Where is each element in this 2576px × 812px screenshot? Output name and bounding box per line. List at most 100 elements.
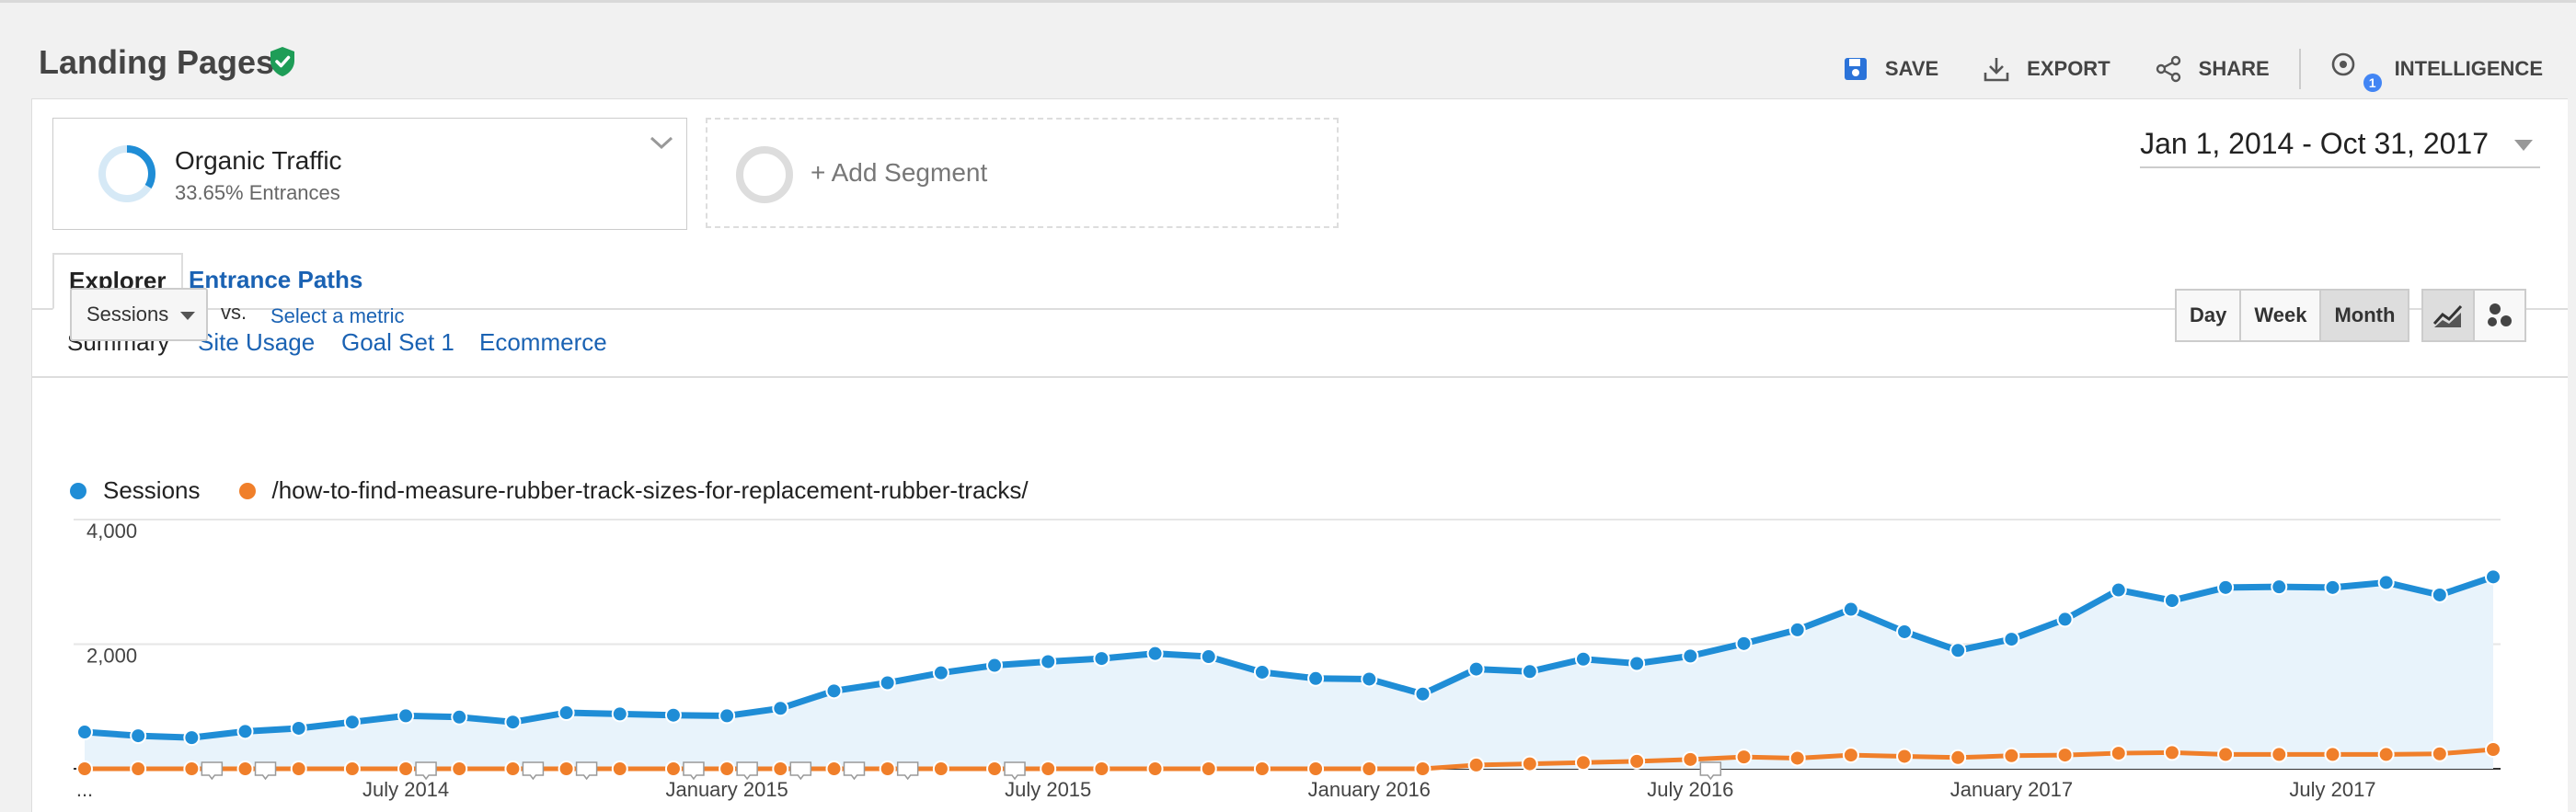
granularity-day-button[interactable]: Day xyxy=(2175,289,2242,342)
subtab-goal-set-1[interactable]: Goal Set 1 xyxy=(341,328,454,356)
granularity-month-button[interactable]: Month xyxy=(2319,289,2410,342)
data-point-page xyxy=(76,761,93,777)
data-point-sessions xyxy=(1842,600,1859,618)
motion-chart-button[interactable] xyxy=(2473,289,2526,342)
data-point-page xyxy=(772,761,789,777)
report-tabs: Explorer Entrance Paths xyxy=(32,253,2568,310)
data-point-sessions xyxy=(183,729,201,747)
data-point-page xyxy=(2271,746,2288,763)
intelligence-icon: 1 xyxy=(2330,51,2382,92)
primary-metric-select[interactable]: Sessions xyxy=(70,288,208,341)
data-point-sessions xyxy=(772,700,789,717)
data-point-page xyxy=(1896,748,1914,765)
data-point-sessions xyxy=(397,707,415,725)
data-point-sessions xyxy=(1146,645,1164,662)
share-icon xyxy=(2156,55,2180,83)
add-segment-label: + Add Segment xyxy=(811,158,988,187)
share-button[interactable]: SHARE xyxy=(2155,55,2270,83)
data-point-page xyxy=(2431,745,2448,762)
save-icon xyxy=(1844,58,1867,80)
legend-label-sessions: Sessions xyxy=(103,476,201,504)
data-point-sessions xyxy=(986,657,1004,674)
annotation-marker-icon xyxy=(1699,761,1722,781)
select-metric-link[interactable]: Select a metric xyxy=(270,304,405,327)
segment-subtitle: 33.65% Entrances xyxy=(175,181,340,204)
data-point-page xyxy=(1842,747,1859,764)
data-point-sessions xyxy=(2377,574,2395,591)
data-point-sessions xyxy=(1361,670,1378,688)
data-point-page xyxy=(2110,745,2127,762)
data-point-page xyxy=(1574,754,1592,772)
x-tick-label: January 2016 xyxy=(1308,778,1431,801)
x-tick-label: ... xyxy=(76,778,93,801)
data-point-sessions xyxy=(1414,685,1432,703)
data-point-page xyxy=(2056,747,2074,764)
report-header: Landing Pages SAVE EXPORT xyxy=(0,3,2576,98)
annotation-marker-icon xyxy=(254,761,277,781)
granularity-toggle: Day Week Month xyxy=(2175,289,2410,342)
chevron-down-icon[interactable] xyxy=(648,133,675,152)
intelligence-label: INTELLIGENCE xyxy=(2394,57,2543,80)
legend-item-page[interactable]: /how-to-find-measure-rubber-track-sizes-… xyxy=(238,476,1029,505)
export-label: EXPORT xyxy=(2027,57,2110,80)
subtab-ecommerce[interactable]: Ecommerce xyxy=(479,328,607,356)
annotation-marker-icon xyxy=(843,761,866,781)
data-point-page xyxy=(1949,749,1967,766)
header-actions: SAVE EXPORT SHARE xyxy=(1799,49,2543,92)
save-label: SAVE xyxy=(1884,57,1939,80)
data-point-sessions xyxy=(2271,578,2288,596)
annotation-marker-icon xyxy=(736,761,758,781)
segment-placeholder-icon xyxy=(736,146,793,203)
x-tick-label: July 2017 xyxy=(2289,778,2375,801)
intelligence-button[interactable]: 1 INTELLIGENCE xyxy=(2330,51,2543,92)
data-point-sessions xyxy=(1521,663,1538,680)
x-tick-label: January 2015 xyxy=(665,778,788,801)
line-chart-button[interactable] xyxy=(2421,289,2475,342)
tab-entrance-paths[interactable]: Entrance Paths xyxy=(189,266,363,293)
segment-organic-traffic[interactable]: Organic Traffic 33.65% Entrances xyxy=(52,118,687,230)
data-point-page xyxy=(664,761,682,777)
subtab-site-usage[interactable]: Site Usage xyxy=(198,328,316,356)
data-point-sessions xyxy=(664,706,682,724)
data-point-page xyxy=(2003,747,2020,764)
data-point-sessions xyxy=(1200,648,1217,666)
data-point-page xyxy=(1040,761,1057,777)
legend-dot-sessions xyxy=(70,482,86,499)
series-line-page xyxy=(85,747,2494,772)
data-point-page xyxy=(2324,746,2341,763)
x-tick-label: July 2014 xyxy=(362,778,449,801)
annotation-marker-icon xyxy=(683,761,705,781)
data-point-page xyxy=(397,761,415,777)
annotation-marker-icon xyxy=(575,761,598,781)
annotation-marker-icon xyxy=(789,761,812,781)
data-point-page xyxy=(1682,750,1699,768)
primary-metric-label: Sessions xyxy=(86,303,169,326)
date-range-picker[interactable]: Jan 1, 2014 - Oct 31, 2017 xyxy=(2140,127,2540,168)
data-point-sessions xyxy=(504,714,522,731)
data-point-sessions xyxy=(558,704,575,722)
data-point-sessions xyxy=(343,714,361,731)
legend-item-sessions[interactable]: Sessions xyxy=(70,476,201,505)
data-point-page xyxy=(2163,744,2180,761)
x-tick-label: July 2015 xyxy=(1005,778,1091,801)
data-point-page xyxy=(1414,761,1432,777)
data-point-sessions xyxy=(290,719,307,737)
data-point-sessions xyxy=(1093,650,1110,668)
add-segment-button[interactable]: + Add Segment xyxy=(706,118,1339,228)
data-point-sessions xyxy=(1788,621,1806,638)
save-button[interactable]: SAVE xyxy=(1843,56,1938,82)
data-point-sessions xyxy=(2485,568,2501,586)
export-button[interactable]: EXPORT xyxy=(1983,55,2110,83)
annotation-marker-icon xyxy=(415,761,437,781)
data-point-page xyxy=(290,761,307,777)
data-point-page xyxy=(2377,746,2395,763)
data-point-page xyxy=(1093,761,1110,777)
data-point-page xyxy=(504,761,522,777)
dropdown-arrow-icon xyxy=(180,312,195,320)
data-point-sessions xyxy=(1735,635,1753,652)
chart-legend: Sessions /how-to-find-measure-rubber-tra… xyxy=(70,476,1067,505)
x-tick-label: January 2017 xyxy=(1950,778,2073,801)
granularity-week-button[interactable]: Week xyxy=(2239,289,2322,342)
annotation-marker-icon xyxy=(522,761,545,781)
